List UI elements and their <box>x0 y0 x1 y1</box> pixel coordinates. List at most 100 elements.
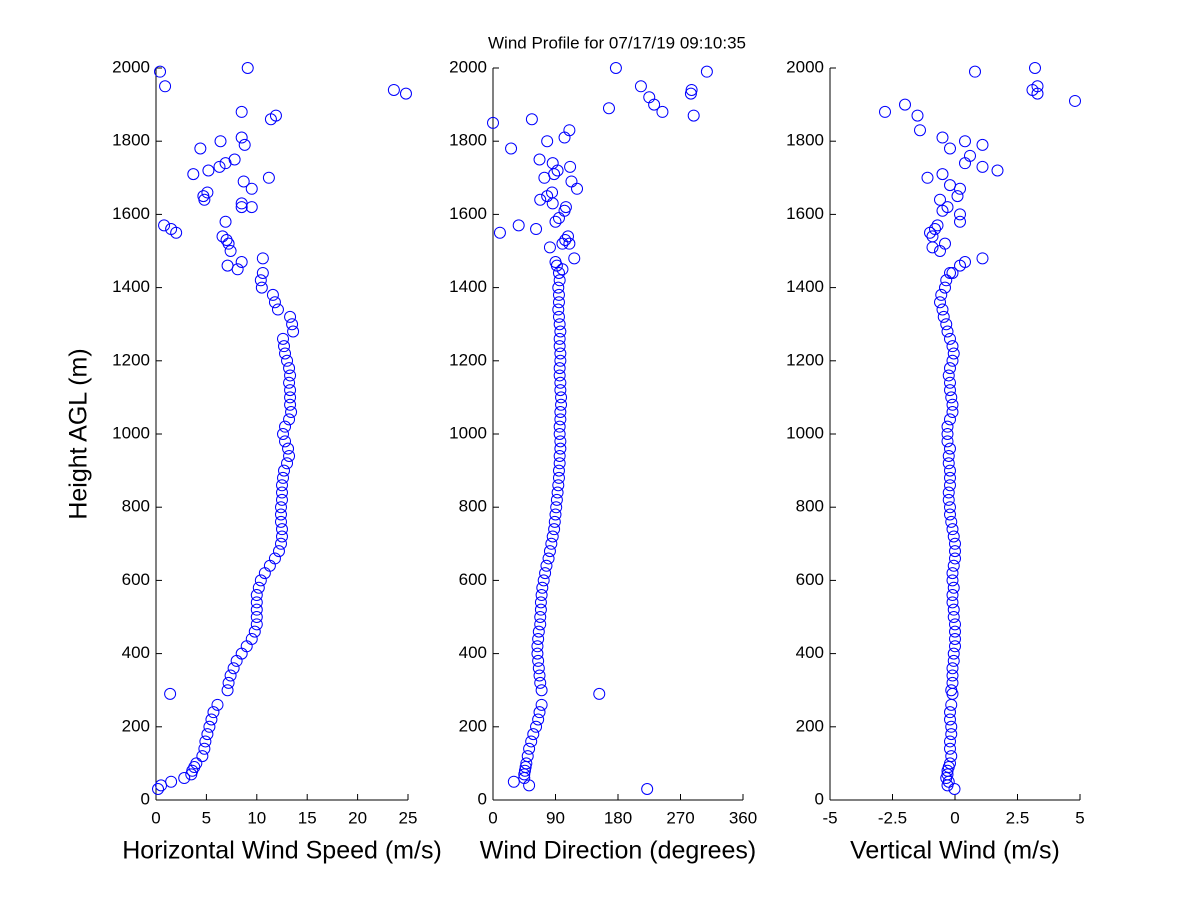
point <box>942 775 955 788</box>
y-tick-label: 1200 <box>449 350 487 369</box>
point <box>564 160 577 173</box>
point <box>899 98 911 111</box>
point <box>399 87 412 100</box>
point <box>552 296 565 309</box>
point <box>949 632 961 645</box>
x-tick-label: 0 <box>488 808 497 827</box>
point <box>555 391 568 404</box>
point <box>944 479 956 492</box>
point <box>946 340 959 353</box>
y-tick-label: 1400 <box>786 277 824 296</box>
point <box>284 369 297 382</box>
point <box>554 376 567 389</box>
point <box>279 420 292 433</box>
y-tick-label: 400 <box>459 643 487 662</box>
point <box>571 182 584 195</box>
x-axis-label: Wind Direction (degrees) <box>480 837 757 865</box>
point <box>284 391 297 404</box>
point <box>969 65 981 78</box>
point <box>281 457 294 470</box>
y-tick-label: 1000 <box>449 423 487 442</box>
point <box>559 201 572 214</box>
point <box>196 750 209 763</box>
point <box>198 193 211 206</box>
y-tick-label: 800 <box>122 497 150 516</box>
y-tick-label: 1200 <box>786 350 824 369</box>
x-tick-label: 270 <box>666 808 694 827</box>
point <box>942 486 955 499</box>
point <box>945 391 958 404</box>
point <box>287 325 300 338</box>
point <box>201 728 214 741</box>
point <box>959 255 971 268</box>
point <box>551 486 564 499</box>
y-tick-label: 800 <box>796 497 824 516</box>
point <box>942 457 955 470</box>
y-tick-label: 200 <box>459 716 487 735</box>
point <box>283 376 296 389</box>
point <box>552 310 565 323</box>
point <box>254 274 267 287</box>
point <box>914 124 926 137</box>
point <box>535 589 548 602</box>
point <box>276 523 288 536</box>
point <box>949 545 961 558</box>
point <box>949 552 961 565</box>
point <box>507 775 520 788</box>
y-tick-label: 1600 <box>786 204 824 223</box>
point <box>542 552 555 565</box>
x-tick-label: 25 <box>399 808 418 827</box>
point <box>535 684 548 697</box>
point <box>947 347 960 360</box>
point <box>946 523 959 536</box>
point <box>235 201 248 214</box>
point <box>279 435 292 448</box>
point <box>536 581 549 594</box>
x-tick-label: 0 <box>950 808 959 827</box>
x-tick-label: 360 <box>729 808 757 827</box>
point <box>550 501 563 514</box>
point <box>281 354 294 367</box>
point <box>505 142 518 155</box>
point <box>152 783 165 796</box>
point <box>556 237 569 250</box>
x-tick-label: -2.5 <box>878 808 907 827</box>
point <box>235 197 248 210</box>
y-tick-label: 1600 <box>449 204 487 223</box>
point <box>214 135 227 148</box>
point <box>944 757 956 770</box>
point <box>684 87 697 100</box>
point <box>202 164 215 177</box>
point <box>263 559 276 572</box>
point <box>552 303 565 316</box>
point <box>277 428 290 440</box>
point <box>553 274 566 287</box>
point <box>879 105 891 118</box>
point <box>549 215 562 228</box>
point <box>237 175 250 188</box>
x-tick-label: 180 <box>604 808 632 827</box>
point <box>552 266 565 279</box>
point <box>531 640 544 653</box>
y-tick-label: 400 <box>796 643 824 662</box>
y-tick-label: 2000 <box>449 57 487 76</box>
point <box>274 515 287 528</box>
point <box>190 757 203 770</box>
point <box>944 464 956 477</box>
point <box>942 449 955 462</box>
y-tick-label: 1400 <box>112 277 150 296</box>
x-tick-label: 20 <box>348 808 367 827</box>
point <box>227 662 240 675</box>
point <box>947 654 960 667</box>
point <box>609 62 622 74</box>
point <box>976 160 989 173</box>
point <box>687 109 700 122</box>
point <box>235 105 248 118</box>
point <box>228 153 241 166</box>
point <box>959 135 971 148</box>
y-tick-label: 600 <box>796 570 824 589</box>
point <box>554 442 567 455</box>
point <box>942 493 955 506</box>
point <box>272 545 285 558</box>
y-tick-label: 1200 <box>112 350 150 369</box>
